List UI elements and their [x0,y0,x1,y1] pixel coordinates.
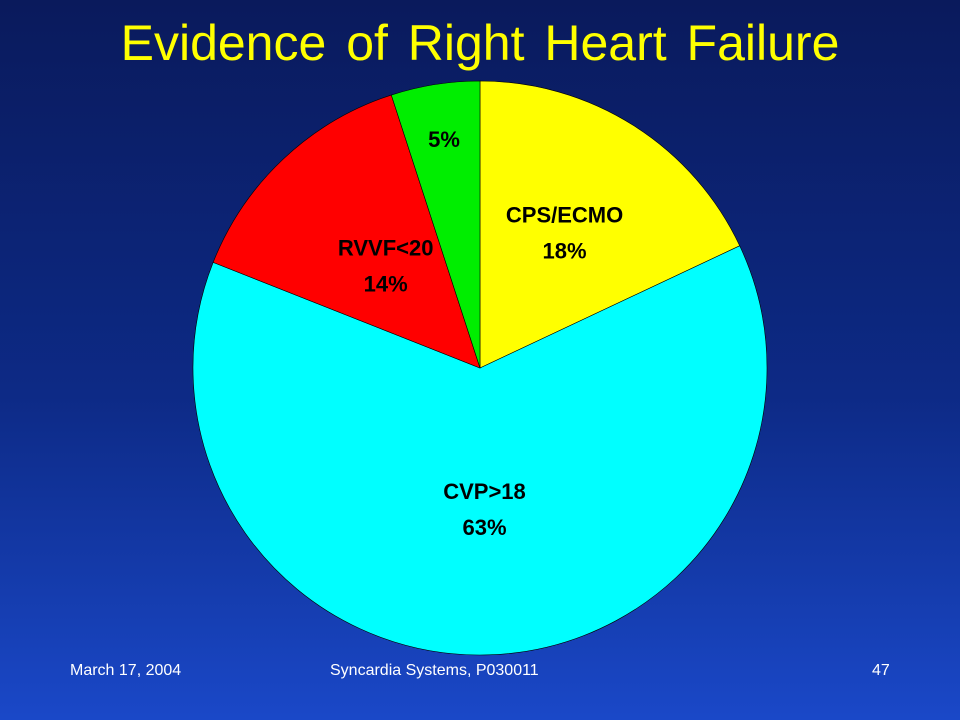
pie-slice-other [390,80,481,369]
pie-slice-cps-ecmo [479,80,741,369]
slice-name-label: CPS/ECMO [506,203,623,228]
page-number: 47 [872,662,890,679]
footer-date: March 17, 2004 [70,662,182,679]
footer-presenter: Syncardia Systems, P030011 [330,662,539,679]
slice-name-label: CVP>18 [443,479,526,504]
slice-value-label: 63% [462,515,506,540]
slice-value-label: 5% [428,127,460,152]
slice-value-label: 14% [364,271,408,296]
slice-name-label: RVVF<20 [338,235,434,260]
pie-slice-cvp-18 [192,245,768,656]
slice-value-label: 18% [543,239,587,264]
slide-title: Evidence of Right Heart Failure [120,15,840,71]
